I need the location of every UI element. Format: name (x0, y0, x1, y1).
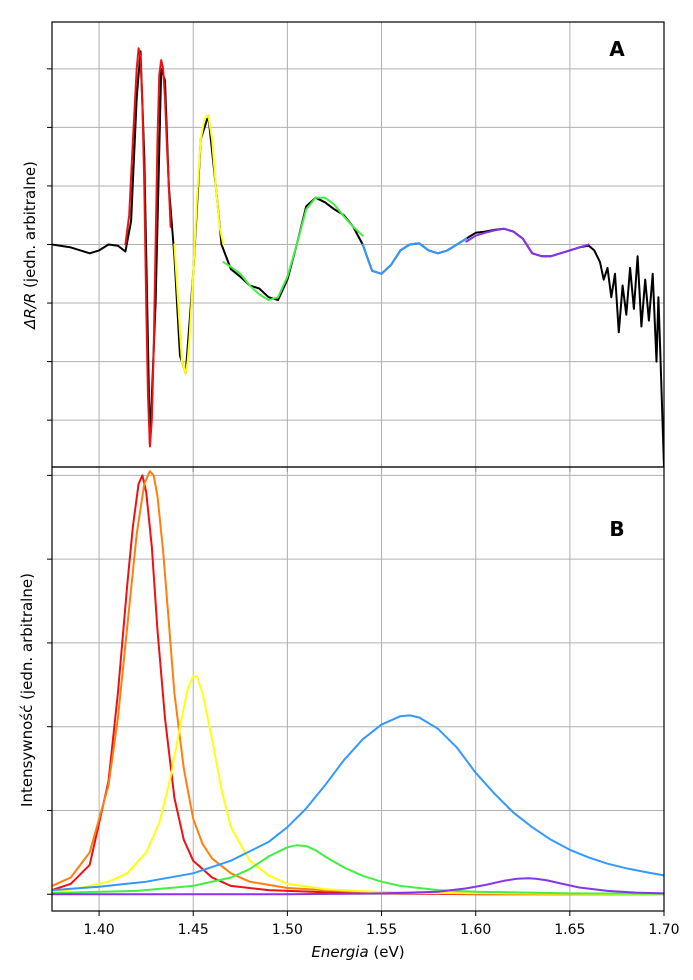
panel-a-series-red (124, 47, 172, 448)
panel-b-series-yellow (52, 675, 664, 896)
panel-b-x-tick-label: 1.65 (554, 922, 585, 938)
panel-a-label: A (609, 37, 625, 61)
panel-b-x-tick-label: 1.40 (83, 922, 114, 938)
panel-b-x-axis-label-units: (eV) (369, 943, 405, 961)
panel-b-series-purple (52, 877, 664, 896)
panel-b-x-tick-label: 1.55 (366, 922, 397, 938)
panel-b-x-tick-label: 1.60 (460, 922, 491, 938)
panel-a-plot: A ΔR/R (jedn. arbitralne) (21, 21, 665, 472)
panel-a-series-purple (465, 227, 590, 258)
panel-a-series (52, 47, 664, 467)
panel-b-grid (52, 467, 665, 911)
panel-a-y-axis-label-symbol: ΔR/R (21, 293, 39, 330)
panel-b-label: B (609, 517, 624, 541)
panel-a-series-yellow (173, 114, 225, 375)
panel-a-y-axis-label-units: (jedn. arbitralne) (21, 161, 39, 293)
panel-a-grid (52, 22, 665, 467)
panel-b-series-green (52, 844, 664, 895)
panel-b-ticks: 1.40 1.45 1.50 1.55 1.60 1.65 1.70 (47, 474, 680, 938)
panel-b-x-tick-label: 1.45 (178, 922, 209, 938)
panel-b-x-axis-label-quantity: Energia (311, 943, 368, 961)
panel-a-series-green (222, 196, 364, 302)
panel-b-series-red (52, 474, 664, 896)
panel-b-y-axis-label: Intensywność (jedn. arbitralne) (18, 573, 36, 807)
panel-b-x-tick-label: 1.50 (272, 922, 303, 938)
panel-a-series-blue (361, 237, 468, 275)
panel-b-series (52, 470, 664, 896)
panel-a-ticks (47, 68, 665, 472)
panel-b-series-orange (52, 470, 664, 896)
panel-a-series-black (52, 50, 664, 467)
panel-b-series-blue (52, 714, 664, 892)
panel-b-plot: 1.40 1.45 1.50 1.55 1.60 1.65 1.70 B Intensywn… (18, 466, 680, 961)
panel-a-y-axis-label: ΔR/R (jedn. arbitralne) (21, 161, 39, 330)
panel-b-frame (51, 466, 665, 912)
panel-b-x-tick-label: 1.70 (648, 922, 679, 938)
panel-b-x-axis-label: Energia (eV) (311, 943, 404, 961)
